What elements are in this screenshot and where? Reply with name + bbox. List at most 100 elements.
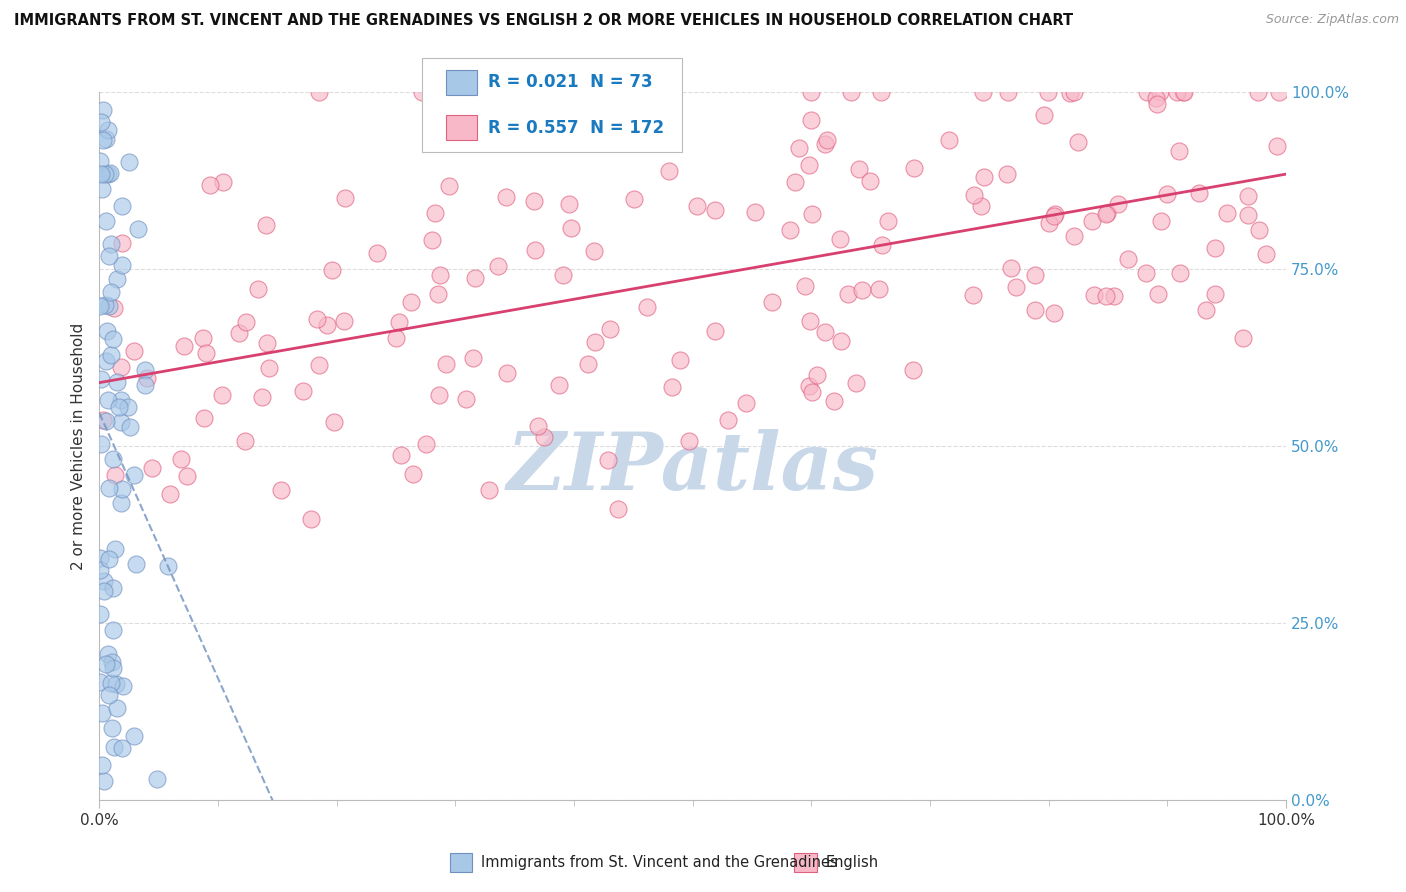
Point bbox=[876, 214, 898, 228]
Point bbox=[661, 380, 683, 394]
Point bbox=[211, 387, 233, 401]
Point bbox=[527, 419, 550, 434]
Point bbox=[1173, 86, 1195, 100]
Point bbox=[1081, 213, 1104, 227]
Point bbox=[308, 358, 330, 372]
Point bbox=[486, 259, 509, 273]
Point bbox=[191, 331, 214, 345]
Point bbox=[402, 467, 425, 482]
Point bbox=[89, 153, 111, 168]
Point bbox=[101, 452, 124, 467]
Point bbox=[783, 175, 806, 189]
Point bbox=[839, 86, 862, 100]
Point bbox=[558, 197, 581, 211]
Point bbox=[583, 244, 606, 259]
Point bbox=[333, 191, 356, 205]
Point bbox=[1042, 210, 1064, 224]
Point bbox=[596, 452, 619, 467]
Point bbox=[91, 103, 114, 117]
Point bbox=[101, 655, 124, 669]
Point bbox=[962, 287, 984, 301]
Point bbox=[93, 774, 115, 789]
Point bbox=[134, 377, 156, 392]
Point bbox=[1267, 138, 1289, 153]
Point bbox=[1097, 206, 1119, 220]
Point bbox=[1168, 144, 1191, 158]
Point bbox=[159, 487, 181, 501]
Point bbox=[173, 339, 195, 353]
Point bbox=[198, 178, 221, 192]
Point bbox=[1038, 86, 1060, 100]
Point bbox=[830, 232, 852, 246]
Point bbox=[1024, 268, 1046, 282]
Text: R = 0.557  N = 172: R = 0.557 N = 172 bbox=[488, 119, 664, 136]
Point bbox=[970, 199, 993, 213]
Y-axis label: 2 or more Vehicles in Household: 2 or more Vehicles in Household bbox=[72, 322, 86, 570]
Point bbox=[89, 551, 111, 566]
Point bbox=[104, 467, 127, 482]
Text: ZIPatlas: ZIPatlas bbox=[506, 428, 879, 506]
Point bbox=[1107, 197, 1129, 211]
Point bbox=[254, 219, 277, 233]
Point bbox=[523, 194, 546, 209]
Point bbox=[90, 167, 112, 181]
Point bbox=[94, 353, 117, 368]
Point bbox=[800, 112, 823, 127]
Point bbox=[90, 115, 112, 129]
Point bbox=[91, 133, 114, 147]
Point bbox=[1156, 187, 1178, 202]
Point bbox=[578, 358, 600, 372]
Point bbox=[97, 168, 120, 182]
Point bbox=[111, 236, 134, 251]
Point bbox=[256, 335, 278, 350]
Point bbox=[495, 366, 517, 380]
Point bbox=[548, 377, 571, 392]
Text: R = 0.021  N = 73: R = 0.021 N = 73 bbox=[488, 73, 652, 91]
Point bbox=[105, 272, 128, 286]
Point bbox=[1135, 266, 1157, 280]
Point bbox=[1144, 91, 1167, 105]
Point bbox=[837, 287, 859, 301]
Point bbox=[1195, 302, 1218, 317]
Point bbox=[385, 331, 408, 345]
Point bbox=[851, 283, 873, 297]
Point bbox=[118, 420, 141, 434]
Point bbox=[704, 202, 727, 217]
Point bbox=[815, 133, 838, 147]
Point bbox=[141, 460, 163, 475]
Point bbox=[157, 559, 180, 574]
Point bbox=[1033, 108, 1056, 122]
Point bbox=[110, 258, 132, 272]
Point bbox=[800, 86, 823, 100]
Point bbox=[235, 315, 257, 329]
Text: English: English bbox=[825, 855, 879, 870]
Point bbox=[101, 332, 124, 346]
Point bbox=[91, 181, 114, 195]
Point bbox=[98, 299, 121, 313]
Point bbox=[1059, 87, 1081, 101]
Point bbox=[247, 283, 270, 297]
Point bbox=[1095, 207, 1118, 221]
Point bbox=[228, 326, 250, 340]
Point bbox=[799, 379, 821, 393]
Point bbox=[94, 167, 117, 181]
Point bbox=[1005, 280, 1028, 294]
Point bbox=[411, 86, 433, 100]
Point bbox=[97, 647, 120, 661]
Point bbox=[100, 285, 122, 300]
Point bbox=[94, 298, 117, 312]
Point bbox=[1204, 287, 1226, 301]
Point bbox=[963, 188, 986, 202]
Point bbox=[1150, 214, 1173, 228]
Point bbox=[717, 413, 740, 427]
Point bbox=[938, 133, 960, 147]
Point bbox=[787, 140, 810, 154]
Point bbox=[1000, 260, 1022, 275]
Point bbox=[744, 205, 766, 219]
Point bbox=[103, 301, 125, 316]
Point bbox=[122, 729, 145, 743]
Point bbox=[176, 468, 198, 483]
Point bbox=[100, 237, 122, 252]
Point bbox=[1173, 86, 1195, 100]
Point bbox=[1187, 186, 1209, 200]
